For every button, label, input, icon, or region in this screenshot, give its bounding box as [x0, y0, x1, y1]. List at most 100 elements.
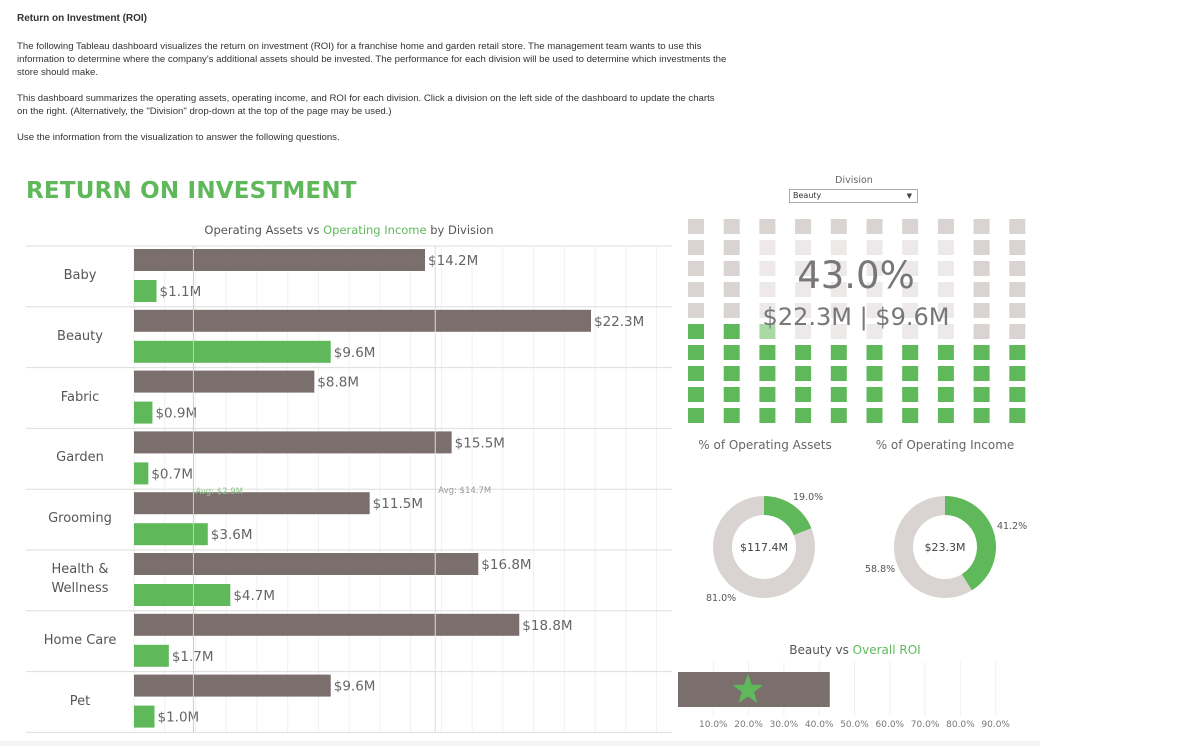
waffle-square [723, 219, 740, 234]
donut-slice-label: 58.8% [865, 564, 895, 575]
waffle-square [1009, 387, 1026, 402]
x-tick-label: 90.0% [981, 720, 1010, 730]
waffle-square [937, 282, 954, 297]
assets-bar [134, 431, 452, 454]
waffle-square [759, 219, 776, 234]
waffle-square [795, 219, 812, 234]
waffle-square [973, 282, 990, 297]
assets-bar-label: $14.2M [428, 253, 478, 269]
income-bar-label: $3.6M [211, 527, 253, 543]
waffle-square [759, 366, 776, 381]
waffle-square [688, 408, 704, 423]
waffle-square [759, 408, 776, 423]
division-label[interactable]: Beauty [26, 327, 134, 346]
waffle-square [688, 303, 704, 318]
waffle-square [795, 408, 812, 423]
waffle-square [688, 282, 704, 297]
waffle-square [937, 219, 954, 234]
donut-slice-other [894, 496, 972, 598]
waffle-square [795, 345, 812, 360]
assets-bar [134, 674, 331, 697]
donut-slice-division [945, 496, 996, 591]
income-bar [134, 584, 231, 606]
waffle-square [1009, 324, 1026, 339]
income-bar [134, 644, 169, 667]
assets-bar [134, 553, 479, 575]
waffle-square [902, 366, 919, 381]
x-tick-label: 80.0% [946, 720, 975, 730]
income-bar-label: $4.7M [233, 588, 275, 604]
waffle-square [902, 240, 919, 255]
tableau-toolbar[interactable] [0, 741, 1040, 746]
income-bar-label: $1.7M [172, 649, 214, 665]
waffle-square [795, 387, 812, 402]
waffle-square [973, 303, 990, 318]
waffle-square [759, 387, 776, 402]
x-tick-label: 70.0% [911, 720, 940, 730]
waffle-square [937, 345, 954, 360]
division-label[interactable]: Pet [26, 692, 134, 711]
waffle-square [937, 324, 954, 339]
waffle-square [759, 261, 776, 276]
waffle-square [759, 240, 776, 255]
waffle-square [830, 282, 847, 297]
waffle-square [830, 408, 847, 423]
waffle-square [902, 324, 919, 339]
waffle-square [830, 324, 847, 339]
waffle-square [1009, 408, 1026, 423]
waffle-square [759, 282, 776, 297]
waffle-square [866, 261, 883, 276]
waffle-square [973, 324, 990, 339]
title-by: by Division [426, 223, 494, 237]
title-vs: vs [303, 223, 324, 237]
income-bar [134, 340, 331, 363]
division-label-line: Wellness [51, 581, 109, 597]
division-label[interactable]: Health & Wellness [26, 560, 134, 598]
waffle-square [902, 345, 919, 360]
x-tick-label: 30.0% [770, 720, 799, 730]
waffle-square [973, 261, 990, 276]
division-label[interactable]: Fabric [26, 388, 134, 407]
waffle-square [973, 387, 990, 402]
waffle-square [723, 345, 740, 360]
waffle-square [723, 240, 740, 255]
assets-bar-label: $15.5M [455, 435, 505, 451]
waffle-square [723, 324, 740, 339]
waffle-square [688, 324, 704, 339]
donut-center-label: $23.3M [925, 541, 966, 554]
division-label[interactable]: Baby [26, 266, 134, 285]
waffle-square [723, 408, 740, 423]
roi-title-overall: Overall ROI [852, 643, 921, 657]
waffle-square [866, 408, 883, 423]
assets-bar-label: $11.5M [373, 496, 423, 512]
division-label[interactable]: Grooming [26, 509, 134, 528]
donut-slice-label: 19.0% [793, 492, 823, 503]
waffle-square [795, 366, 812, 381]
roi-bullet-chart: 10.0% 20.0% 30.0% 40.0% 50.0% 60.0% 70.0% 80.0%… [678, 662, 1010, 730]
waffle-square [866, 345, 883, 360]
waffle-square [902, 303, 919, 318]
waffle-square [759, 303, 776, 318]
waffle-square [830, 366, 847, 381]
waffle-square [830, 303, 847, 318]
waffle-square [688, 345, 704, 360]
waffle-square [830, 240, 847, 255]
waffle-square [973, 240, 990, 255]
dropdown-arrow-icon: ▼ [906, 192, 912, 200]
waffle-square [723, 387, 740, 402]
waffle-square [795, 240, 812, 255]
division-label-line: Baby [63, 267, 97, 283]
income-bar [134, 705, 155, 728]
division-dropdown[interactable]: Beauty ▼ [789, 189, 918, 203]
division-label[interactable]: Garden [26, 448, 134, 467]
waffle-square [830, 345, 847, 360]
division-label[interactable]: Home Care [26, 631, 134, 650]
intro-text: Return on Investment (ROI) The following… [17, 12, 727, 157]
waffle-square [1009, 219, 1026, 234]
donut-slice-other [713, 496, 815, 598]
waffle-square [902, 219, 919, 234]
assets-income-values: $22.3M | $9.6M [762, 303, 950, 331]
waffle-square [1009, 303, 1026, 318]
waffle-square [795, 282, 812, 297]
waffle-square [902, 387, 919, 402]
